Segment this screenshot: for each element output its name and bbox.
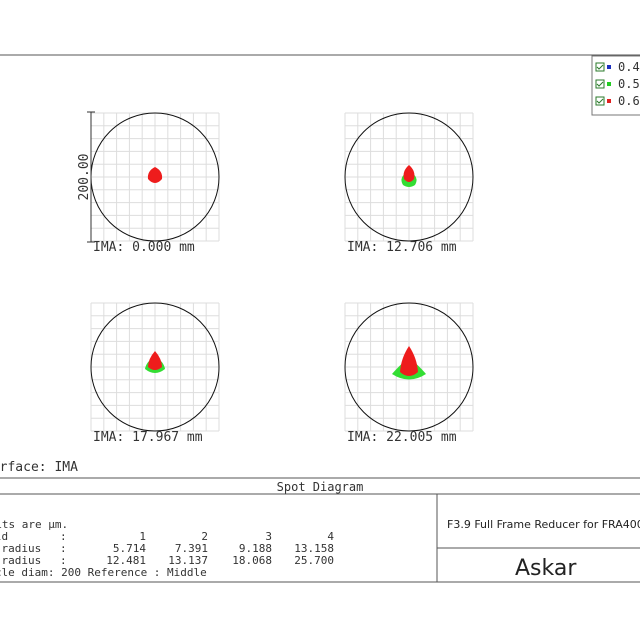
checkbox bbox=[595, 79, 605, 89]
table-cell: : bbox=[60, 542, 67, 555]
airy-circle bbox=[90, 302, 220, 432]
legend-label: 0.6 bbox=[618, 94, 640, 108]
table-cell: 3 bbox=[265, 530, 272, 543]
table-cell: 4 bbox=[327, 530, 334, 543]
field-label: IMA: 17.967 mm bbox=[93, 430, 203, 445]
check bbox=[596, 81, 604, 87]
table-cell: 5.714 bbox=[113, 542, 146, 555]
table-cell: 1 bbox=[139, 530, 146, 543]
table-cell: : bbox=[60, 554, 67, 567]
table-cell: 13.137 bbox=[168, 554, 208, 567]
airy-circle bbox=[344, 112, 474, 242]
field-label: IMA: 22.005 mm bbox=[347, 430, 457, 445]
spot-red bbox=[147, 167, 163, 183]
brand: Askar bbox=[515, 556, 577, 581]
units: Units are µm. bbox=[0, 518, 68, 531]
check bbox=[596, 64, 604, 70]
panels: IMA: 0.000 mm IMA: 12.706 mm IMA: 17.967 m… bbox=[90, 112, 474, 445]
table-cell: Field bbox=[0, 530, 8, 543]
spot-red bbox=[400, 346, 418, 376]
table-cell: 12.481 bbox=[106, 554, 146, 567]
check bbox=[596, 98, 604, 104]
checkbox bbox=[595, 96, 605, 106]
legend-label: 0.5 bbox=[618, 77, 640, 91]
table-cell: GEO radius bbox=[0, 554, 41, 567]
table-cell: RMS radius bbox=[0, 542, 41, 555]
table-cell: : bbox=[60, 530, 67, 543]
surface-label: Surface: IMA bbox=[0, 460, 78, 475]
field-label: IMA: 12.706 mm bbox=[347, 240, 457, 255]
table-cell: 7.391 bbox=[175, 542, 208, 555]
table-cell: 9.188 bbox=[239, 542, 272, 555]
table-cell: 2 bbox=[201, 530, 208, 543]
scale-label: 200.00 bbox=[77, 154, 92, 201]
table-cell: 13.158 bbox=[294, 542, 334, 555]
airy-circle bbox=[344, 302, 474, 432]
field-label: IMA: 0.000 mm bbox=[93, 240, 195, 255]
legend-symbol bbox=[607, 99, 611, 103]
legend-label: 0.4 bbox=[618, 60, 640, 74]
legend: 0.4 0.5 0.6 bbox=[595, 60, 640, 108]
title: Spot Diagram bbox=[277, 480, 364, 494]
legend-symbol bbox=[607, 82, 611, 86]
legend-symbol bbox=[607, 65, 611, 69]
table-cell: 25.700 bbox=[294, 554, 334, 567]
table-cell: 18.068 bbox=[232, 554, 272, 567]
footer: Circle diam: 200 Reference : Middle bbox=[0, 566, 207, 579]
spot-red bbox=[148, 351, 162, 370]
product: F3.9 Full Frame Reducer for FRA400 bbox=[447, 518, 640, 531]
spot-red bbox=[403, 165, 415, 182]
checkbox bbox=[595, 62, 605, 72]
table: Field: 1 2 3 4 RMS radius: 5.714 7.391 9.188 13.1… bbox=[0, 530, 334, 567]
